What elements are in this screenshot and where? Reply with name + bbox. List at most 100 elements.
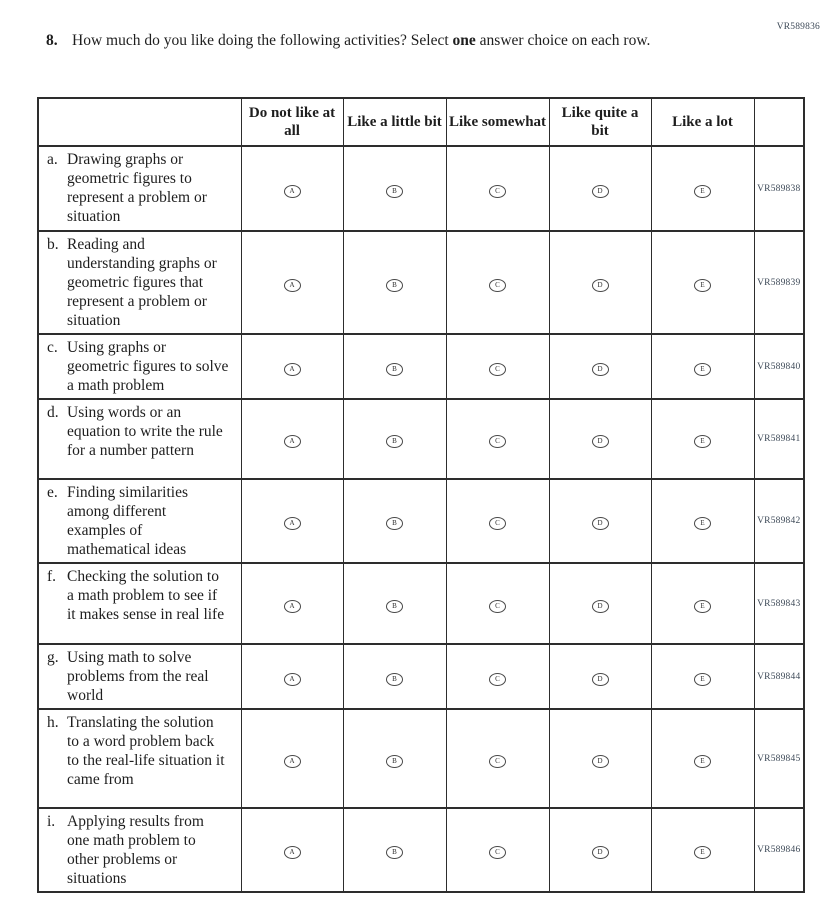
answer-bubble-d[interactable]: D <box>591 435 609 448</box>
table-row: f. Checking the solution to a math proble… <box>37 562 805 645</box>
answer-bubble-e[interactable]: E <box>694 517 711 530</box>
table-row: g. Using math to solve problems from the … <box>37 643 805 710</box>
question-text-bold: one <box>452 32 476 49</box>
answer-bubble-d[interactable]: D <box>591 846 609 859</box>
answer-bubble-c[interactable]: C <box>489 846 506 859</box>
answer-bubble-e[interactable]: E <box>694 362 711 376</box>
answer-bubble-d[interactable]: D <box>591 278 609 292</box>
column-header-like-a-lot: Like a lot <box>650 97 755 147</box>
activity-text: Checking the solution to a math problem … <box>67 568 225 623</box>
activity-text: Using math to solve problems from the re… <box>67 649 209 704</box>
table-row: a. Drawing graphs or geometric figures to… <box>37 145 805 232</box>
column-header-like-quite: Like quite a bit <box>548 97 652 147</box>
question-text-part1: How much do you like doing the following… <box>72 32 453 49</box>
row-letter: c. <box>47 339 58 356</box>
answer-bubble-a[interactable]: A <box>283 184 301 198</box>
answer-bubble-c[interactable]: C <box>489 184 506 198</box>
empty-header-cell-codes <box>753 97 805 147</box>
answer-bubble-b[interactable]: B <box>386 362 403 376</box>
answer-bubble-b[interactable]: B <box>386 184 403 198</box>
table-row: h. Translating the solution to a word pro… <box>37 708 805 809</box>
answer-bubble-a[interactable]: A <box>283 754 301 768</box>
answer-bubble-b[interactable]: B <box>386 278 403 292</box>
activity-text: Applying results from one math problem t… <box>67 813 204 887</box>
activity-cell: f. Checking the solution to a math proble… <box>37 562 242 645</box>
activity-cell: i. Applying results from one math problem… <box>37 807 242 893</box>
column-header-like-somewhat: Like somewhat <box>445 97 550 147</box>
answer-bubble-d[interactable]: D <box>591 362 609 376</box>
table-row: e. Finding similarities among different e… <box>37 478 805 564</box>
table-row: i. Applying results from one math problem… <box>37 807 805 893</box>
answer-bubble-b[interactable]: B <box>386 435 403 448</box>
answer-bubble-b[interactable]: B <box>386 672 403 686</box>
answer-bubble-a[interactable]: A <box>283 435 301 448</box>
row-letter: b. <box>47 236 59 253</box>
activity-text: Drawing graphs or geometric figures to r… <box>67 151 207 225</box>
column-header-do-not-like: Do not like at all <box>240 97 344 147</box>
empty-header-cell <box>37 97 242 147</box>
activity-cell: d. Using words or an equation to write th… <box>37 398 242 480</box>
row-letter: a. <box>47 151 58 168</box>
activity-cell: g. Using math to solve problems from the … <box>37 643 242 710</box>
row-letter: h. <box>47 714 59 731</box>
question-text-part2: answer choice on each row. <box>475 32 651 49</box>
row-code: VR589838 <box>753 145 805 232</box>
answer-bubble-d[interactable]: D <box>591 754 609 768</box>
answer-bubble-c[interactable]: C <box>489 599 506 613</box>
answer-bubble-e[interactable]: E <box>694 846 711 859</box>
table-row: d. Using words or an equation to write th… <box>37 398 805 480</box>
answer-bubble-b[interactable]: B <box>386 517 403 530</box>
question-number: 8. <box>46 32 58 49</box>
answer-bubble-d[interactable]: D <box>591 184 609 198</box>
answer-bubble-b[interactable]: B <box>386 754 403 768</box>
header-row: Do not like at all Like a little bit Lik… <box>37 97 805 147</box>
answer-bubble-e[interactable]: E <box>694 184 711 198</box>
answer-bubble-a[interactable]: A <box>283 517 301 530</box>
row-code: VR589843 <box>753 562 805 645</box>
answer-bubble-e[interactable]: E <box>694 278 711 292</box>
answer-bubble-e[interactable]: E <box>694 435 711 448</box>
row-code: VR589845 <box>753 708 805 809</box>
answer-bubble-a[interactable]: A <box>283 846 301 859</box>
row-code: VR589841 <box>753 398 805 480</box>
answer-bubble-a[interactable]: A <box>283 599 301 613</box>
column-header-like-little: Like a little bit <box>342 97 447 147</box>
answers-table: Do not like at all Like a little bit Lik… <box>37 97 805 893</box>
answer-bubble-c[interactable]: C <box>489 517 506 530</box>
answer-bubble-e[interactable]: E <box>694 672 711 686</box>
answer-bubble-a[interactable]: A <box>283 672 301 686</box>
activity-text: Translating the solution to a word probl… <box>67 714 225 788</box>
row-code: VR589844 <box>753 643 805 710</box>
table-row: c. Using graphs or geometric figures to s… <box>37 333 805 400</box>
answer-bubble-b[interactable]: B <box>386 846 403 859</box>
row-letter: d. <box>47 404 59 421</box>
row-code: VR589842 <box>753 478 805 564</box>
row-letter: f. <box>47 568 57 585</box>
answer-bubble-d[interactable]: D <box>591 599 609 613</box>
row-letter: e. <box>47 484 58 501</box>
row-code: VR589846 <box>753 807 805 893</box>
row-code: VR589839 <box>753 230 805 335</box>
answer-bubble-c[interactable]: C <box>489 362 506 376</box>
activity-text: Using words or an equation to write the … <box>67 404 223 459</box>
activity-text: Reading and understanding graphs or geom… <box>67 236 217 329</box>
answer-bubble-a[interactable]: A <box>283 278 301 292</box>
answer-bubble-e[interactable]: E <box>694 754 711 768</box>
answer-bubble-b[interactable]: B <box>386 599 403 613</box>
activity-text: Using graphs or geometric figures to sol… <box>67 339 229 394</box>
activity-text: Finding similarities among different exa… <box>67 484 188 558</box>
answer-bubble-c[interactable]: C <box>489 754 506 768</box>
row-letter: i. <box>47 813 56 830</box>
activity-cell: h. Translating the solution to a word pro… <box>37 708 242 809</box>
question-text: How much do you like doing the following… <box>72 30 678 53</box>
row-code: VR589840 <box>753 333 805 400</box>
answer-bubble-a[interactable]: A <box>283 362 301 376</box>
answer-bubble-c[interactable]: C <box>489 672 506 686</box>
answer-bubble-e[interactable]: E <box>694 599 711 613</box>
answer-bubble-d[interactable]: D <box>591 517 609 530</box>
answer-bubble-c[interactable]: C <box>489 435 506 448</box>
activity-cell: a. Drawing graphs or geometric figures to… <box>37 145 242 232</box>
page-code: VR589836 <box>776 22 820 32</box>
answer-bubble-d[interactable]: D <box>591 672 609 686</box>
answer-bubble-c[interactable]: C <box>489 278 506 292</box>
